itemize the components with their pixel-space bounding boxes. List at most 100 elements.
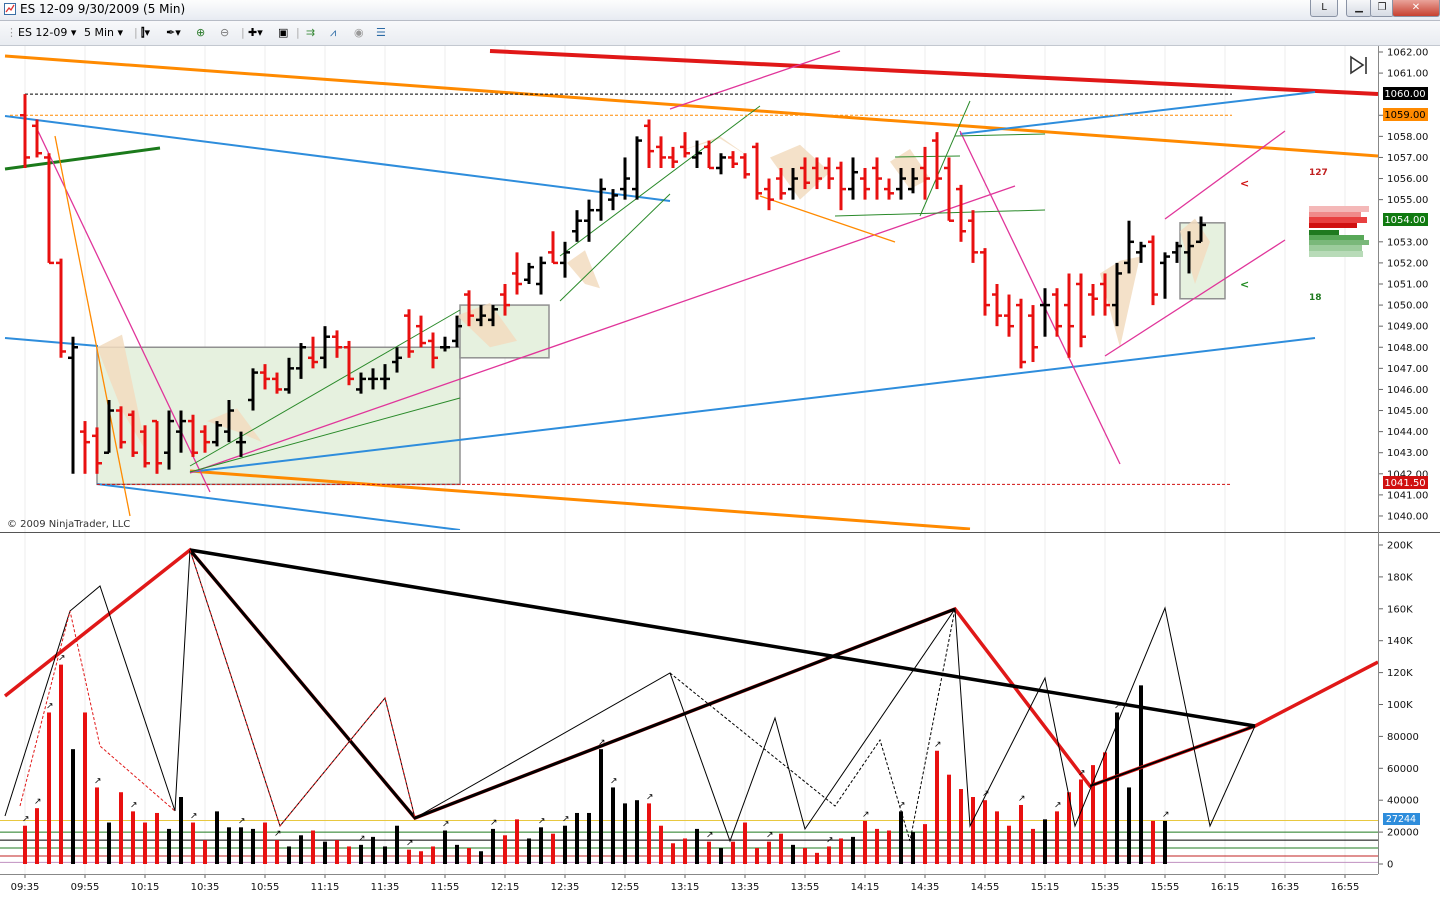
price-bar — [776, 167, 786, 200]
time-tick-label: 14:55 — [971, 882, 1000, 893]
time-tick-label: 14:35 — [911, 882, 940, 893]
close-icon[interactable]: ✕ — [1392, 0, 1440, 17]
price-tick-label: 1061.00 — [1387, 69, 1428, 80]
volume-bar — [899, 811, 903, 864]
price-tick-label: 1056.00 — [1387, 174, 1428, 185]
volume-arrow-icon: ↗ — [706, 831, 714, 841]
time-tick-label: 15:15 — [1031, 882, 1060, 893]
volume-bar — [695, 828, 699, 864]
dom-count-lower: 18 — [1309, 293, 1322, 303]
price-tick-label: 1058.00 — [1387, 132, 1428, 143]
volume-bar — [359, 844, 363, 864]
volume-bar — [467, 848, 471, 864]
volume-bar — [1127, 787, 1131, 864]
volume-bar — [983, 800, 987, 864]
volume-bar — [815, 852, 819, 864]
interval-selector[interactable]: 5 Min ▾ — [84, 26, 124, 39]
zoom-in-icon[interactable]: ⊕ — [196, 26, 206, 39]
price-bar — [632, 136, 642, 200]
go-live-icon[interactable] — [1349, 55, 1369, 75]
properties-icon[interactable]: ◉ — [354, 26, 364, 39]
price-bar — [404, 309, 414, 358]
volume-arrow-icon: ↗ — [406, 839, 414, 849]
price-bar — [584, 199, 594, 242]
volume-bar — [395, 825, 399, 864]
volume-arrow-icon: ↗ — [130, 800, 138, 810]
strategies-icon[interactable]: ⇉ — [306, 26, 316, 39]
price-bar — [968, 210, 978, 263]
volume-panel: ↗ ↗ ↗ ↗ ↗ ↗ ↗ ↗ ↗ ↗ ↗ ↗ ↗ ↗ ↗ ↗ ↗ ↗ ↗ ↗ ↗ ↗ ↗ ↗ ↗ ↗ ↗ ↗ ↗ ↗ — [0, 547, 1378, 864]
magenta-channel-high — [1164, 130, 1286, 220]
volume-bar — [263, 822, 267, 864]
volume-bar — [923, 824, 927, 864]
price-bar — [1076, 273, 1086, 348]
volume-arrow-icon: ↗ — [1018, 794, 1026, 804]
zoom-out-icon[interactable]: ⊖ — [220, 26, 230, 39]
price-bar — [476, 305, 486, 327]
link-badge-button[interactable]: L — [1310, 0, 1338, 17]
volume-arrow-icon: ↗ — [862, 810, 870, 820]
volume-bar — [95, 787, 99, 864]
volume-bar — [35, 808, 39, 864]
data-box-icon[interactable]: ▣ — [278, 26, 289, 39]
price-tick-label: 1062.00 — [1387, 48, 1428, 59]
price-bar — [932, 132, 942, 190]
volume-arrow-icon: ↗ — [94, 776, 102, 786]
time-axis: 09:35 09:55 10:15 10:35 10:55 11:15 11:35 11:55… — [11, 874, 1359, 893]
price-bar — [992, 283, 1002, 327]
volume-bar — [47, 712, 51, 864]
indicators-icon[interactable]: ⩘ — [330, 26, 337, 39]
bar-type-icon[interactable]: ⫿▾ — [141, 26, 151, 39]
price-bar — [452, 315, 462, 348]
volume-bar — [551, 833, 555, 864]
chart-area[interactable]: 1062.00 1061.00 1059.00 1058.00 1057.00 1056.… — [0, 46, 1440, 900]
minimize-icon[interactable]: ▁ — [1346, 0, 1372, 17]
draw-tool-icon[interactable]: ✒▾ — [166, 26, 181, 39]
volume-bar — [971, 797, 975, 864]
price-bar — [44, 153, 54, 265]
volume-bar — [683, 838, 687, 864]
volume-tick-label: 100K — [1387, 700, 1413, 711]
volume-arrow-icon: ↗ — [274, 829, 282, 839]
price-bar — [1196, 216, 1206, 244]
price-bar — [596, 178, 606, 221]
volume-bar — [647, 803, 651, 864]
volume-bar — [839, 838, 843, 864]
volume-arrow-icon: ↗ — [490, 818, 498, 828]
volume-bar — [935, 750, 939, 864]
volume-tick-label: 80000 — [1387, 732, 1419, 743]
crosshair-icon[interactable]: ✚▾ — [248, 26, 263, 39]
templates-icon[interactable]: ☰ — [376, 26, 386, 39]
chart-toolbar: ⋮ ES 12-09 ▾ 5 Min ▾ | ⫿▾ ✒▾ ⊕ ⊖ | ✚▾ ▣ … — [0, 21, 1440, 46]
volume-bar — [1019, 804, 1023, 864]
volume-bar — [191, 822, 195, 864]
price-bar — [152, 419, 162, 474]
price-bar — [104, 399, 114, 454]
price-bar — [260, 364, 270, 390]
time-tick-label: 13:35 — [731, 882, 760, 893]
price-tick-label: 1049.00 — [1387, 322, 1428, 333]
magenta-up-line — [189, 185, 1016, 474]
volume-bar — [803, 848, 807, 864]
time-tick-label: 11:15 — [311, 882, 340, 893]
volume-bar — [167, 828, 171, 864]
price-bar — [500, 283, 510, 316]
volume-bar — [743, 822, 747, 864]
green-short-line — [4, 146, 161, 171]
restore-icon[interactable]: ❐ — [1370, 0, 1394, 17]
price-bar — [176, 410, 186, 453]
price-bar — [380, 364, 390, 390]
blue-channel-bottom — [96, 483, 461, 530]
volume-bar — [1139, 685, 1143, 864]
volume-bar — [563, 825, 567, 864]
volume-bar — [119, 792, 123, 864]
volume-tick-label: 20000 — [1387, 828, 1419, 839]
price-bar — [1016, 298, 1026, 369]
price-bar — [1184, 231, 1194, 274]
price-bar — [1064, 273, 1074, 358]
price-marker-top: 1060.00 — [1383, 87, 1428, 100]
instrument-selector[interactable]: ES 12-09 ▾ — [18, 26, 77, 39]
price-bar — [32, 119, 42, 158]
price-bar — [1148, 235, 1158, 306]
price-tick-label: 1046.00 — [1387, 385, 1428, 396]
